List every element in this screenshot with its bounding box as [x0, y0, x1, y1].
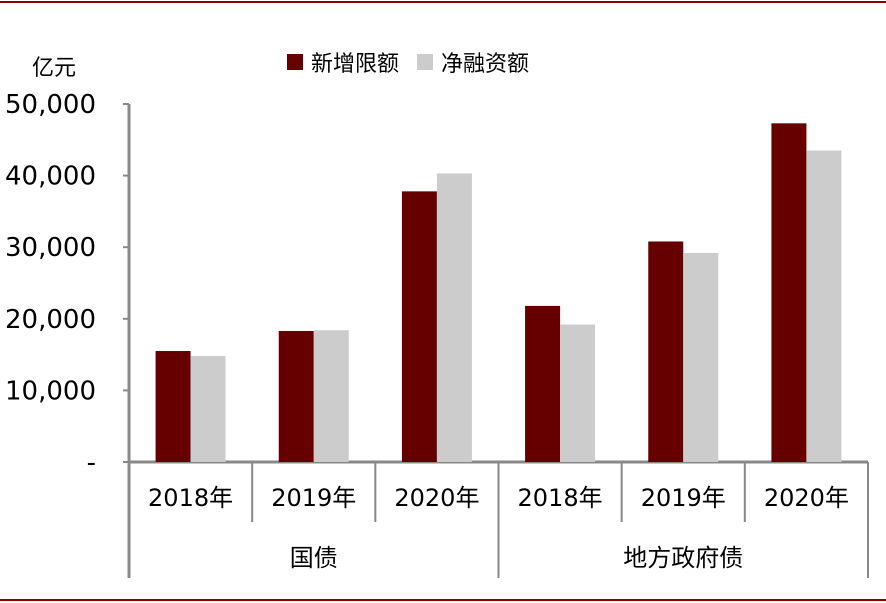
bar-new-quota — [771, 123, 807, 462]
y-tick-label: 10,000 — [5, 376, 96, 406]
x-category-label: 2018年 — [518, 484, 603, 512]
legend-swatch-net-financing — [417, 54, 434, 70]
legend-item-net-financing: 净融资额 — [417, 46, 529, 78]
y-tick-label: - — [87, 448, 96, 478]
group-label: 国债 — [290, 544, 338, 572]
bar-net-financing — [560, 324, 596, 462]
bar-net-financing — [313, 330, 349, 462]
bar-net-financing — [190, 356, 226, 462]
legend-label-net-financing: 净融资额 — [441, 52, 530, 77]
y-tick-label: 40,000 — [5, 162, 96, 192]
group-label: 地方政府债 — [623, 544, 743, 572]
x-category-label: 2020年 — [394, 484, 479, 512]
legend: 新增限额 净融资额 — [287, 46, 547, 78]
y-axis-unit-label: 亿元 — [32, 56, 77, 81]
x-category-label: 2020年 — [764, 484, 849, 512]
legend-item-new-quota: 新增限额 — [287, 46, 399, 78]
y-tick-label: 30,000 — [5, 233, 96, 263]
legend-swatch-new-quota — [287, 54, 303, 70]
bar-new-quota — [401, 191, 437, 463]
bar-new-quota — [278, 330, 314, 462]
bar-net-financing — [806, 150, 842, 463]
bar-net-financing — [436, 173, 472, 462]
x-category-label: 2019年 — [271, 484, 356, 512]
x-category-label: 2018年 — [148, 484, 233, 512]
bar-new-quota — [155, 351, 191, 462]
bar-net-financing — [683, 252, 719, 462]
y-tick-label: 20,000 — [5, 305, 96, 335]
bar-new-quota — [525, 305, 561, 462]
y-tick-label: 50,000 — [5, 90, 96, 120]
legend-label-new-quota: 新增限额 — [311, 52, 400, 77]
x-category-label: 2019年 — [641, 484, 726, 512]
bar-new-quota — [648, 241, 684, 462]
